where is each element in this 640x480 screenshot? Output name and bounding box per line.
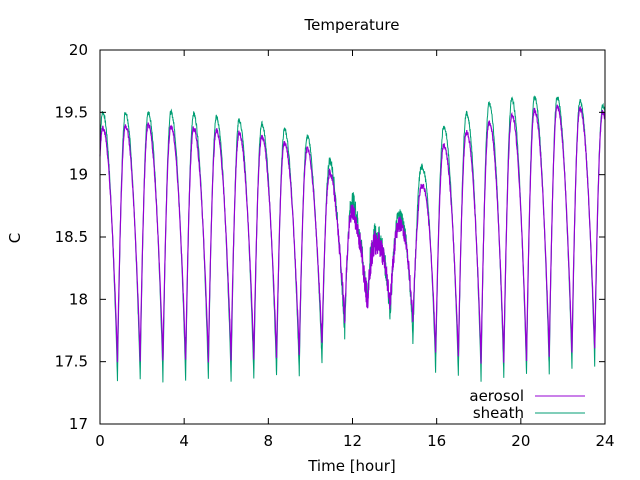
legend-label-sheath: sheath <box>473 404 524 422</box>
y-tick-label: 17 <box>69 415 88 433</box>
x-tick-label: 24 <box>595 432 614 450</box>
y-tick-label: 18 <box>69 290 88 308</box>
series-group <box>99 95 606 383</box>
y-axis-label: C <box>6 233 24 243</box>
x-axis-label: Time [hour] <box>307 457 396 475</box>
series-line-aerosol <box>99 104 606 364</box>
axis-ticks: 0 4 8 12 16 20 24 17 17.5 18 18.5 19 19.5 20 <box>55 41 615 450</box>
y-tick-label: 18.5 <box>55 228 88 246</box>
chart-title: Temperature <box>303 16 399 34</box>
y-tick-label: 17.5 <box>55 353 88 371</box>
plot-frame <box>99 49 606 425</box>
x-tick-label: 8 <box>264 432 274 450</box>
x-tick-label: 4 <box>179 432 189 450</box>
y-tick-label: 19.5 <box>55 103 88 121</box>
y-tick-label: 20 <box>69 41 88 59</box>
x-tick-label: 12 <box>343 432 362 450</box>
y-tick-label: 19 <box>69 166 88 184</box>
legend-label-aerosol: aerosol <box>469 387 524 405</box>
x-tick-label: 16 <box>427 432 446 450</box>
legend: aerosol sheath <box>469 387 585 422</box>
x-tick-label: 20 <box>511 432 530 450</box>
x-tick-label: 0 <box>95 432 105 450</box>
